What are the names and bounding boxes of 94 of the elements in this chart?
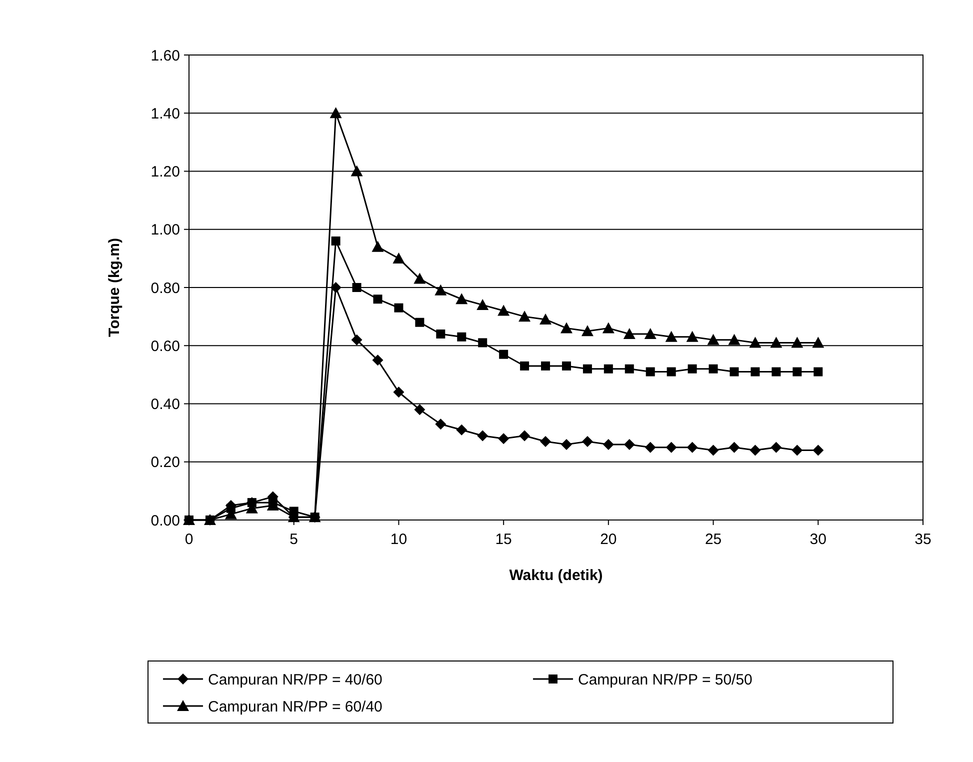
x-tick-label: 25	[704, 531, 722, 548]
point	[582, 364, 592, 374]
point	[792, 444, 803, 456]
point	[581, 325, 594, 336]
point	[644, 442, 656, 453]
y-tick-label: 0.80	[150, 280, 180, 297]
x-tick-label: 35	[914, 531, 932, 548]
point	[791, 336, 804, 348]
point	[330, 282, 342, 293]
point	[728, 442, 740, 453]
point	[498, 433, 510, 444]
point	[351, 334, 362, 346]
point	[646, 367, 655, 376]
legend-label: Campuran NR/PP = 40/60	[208, 671, 382, 688]
point	[812, 444, 824, 456]
point	[560, 322, 572, 334]
point	[728, 334, 740, 345]
point	[457, 332, 466, 342]
point	[665, 330, 678, 342]
y-tick-label: 0.00	[150, 512, 180, 530]
point	[393, 386, 404, 398]
point	[476, 298, 489, 310]
point	[772, 367, 781, 376]
point	[352, 283, 362, 292]
point	[540, 436, 552, 448]
point	[519, 430, 530, 442]
x-tick-label: 10	[390, 531, 408, 548]
point	[560, 438, 572, 450]
y-tick-label: 0.20	[150, 454, 180, 472]
point	[624, 364, 634, 374]
point	[624, 438, 635, 450]
point	[435, 418, 446, 430]
point	[602, 322, 614, 334]
y-tick-label: 1.60	[150, 47, 180, 64]
point	[708, 444, 719, 456]
point	[770, 336, 782, 348]
point	[707, 334, 720, 345]
point	[666, 367, 676, 376]
point	[436, 330, 446, 338]
x-axis-title: Waktu (detik)	[509, 567, 603, 584]
point	[350, 165, 363, 176]
point	[540, 313, 552, 324]
point	[434, 284, 447, 296]
point	[750, 367, 760, 376]
x-tick-label: 30	[810, 531, 826, 548]
point	[688, 364, 697, 374]
point	[372, 240, 384, 252]
point	[477, 430, 488, 442]
point	[498, 304, 510, 316]
point	[478, 338, 488, 348]
x-tick-label: 0	[184, 531, 194, 548]
point	[518, 310, 531, 322]
point	[708, 364, 718, 374]
point	[456, 424, 468, 436]
point	[623, 328, 636, 339]
point	[730, 367, 739, 376]
point	[770, 442, 782, 453]
point	[814, 367, 823, 376]
y-tick-label: 0.60	[150, 338, 180, 355]
point	[330, 107, 342, 118]
point	[749, 336, 762, 348]
point	[686, 442, 698, 453]
point	[394, 303, 404, 312]
point	[812, 336, 824, 348]
point	[373, 294, 382, 304]
y-tick-label: 0.40	[150, 396, 180, 413]
point	[666, 442, 677, 453]
point	[604, 364, 613, 374]
y-tick-label: 1.40	[150, 105, 180, 122]
x-tick-label: 15	[495, 531, 512, 548]
y-axis-title: Torque (kg.m)	[106, 238, 123, 337]
point	[750, 444, 761, 456]
point	[372, 354, 384, 366]
point	[414, 404, 426, 416]
x-tick-label: 20	[600, 531, 617, 548]
y-tick-label: 1.20	[150, 164, 180, 180]
x-tick-label: 5	[290, 531, 298, 548]
point	[414, 272, 426, 284]
y-tick-label: 1.00	[150, 222, 180, 239]
legend-label: Campuran NR/PP = 60/40	[208, 698, 382, 716]
point	[792, 367, 802, 376]
point	[686, 330, 698, 342]
point	[415, 318, 424, 327]
point	[456, 293, 468, 304]
point	[520, 361, 530, 370]
point	[499, 350, 508, 359]
point	[331, 236, 340, 246]
point	[644, 328, 656, 339]
legend-label: Campuran NR/PP = 50/50	[578, 671, 752, 688]
point	[562, 361, 571, 370]
point	[541, 361, 550, 370]
point	[602, 438, 614, 450]
point	[582, 436, 593, 448]
point	[392, 252, 405, 264]
